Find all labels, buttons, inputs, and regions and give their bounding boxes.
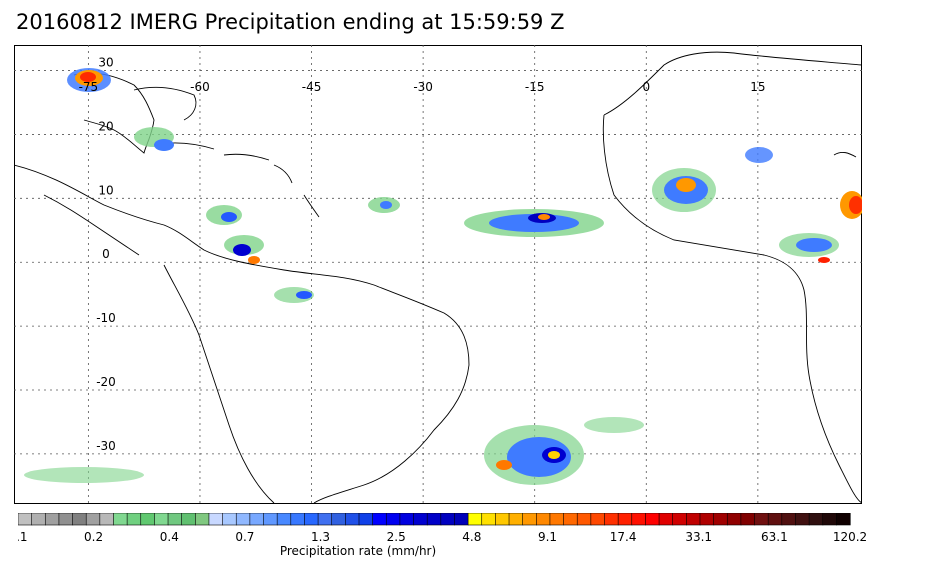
colorbar-swatch bbox=[440, 513, 456, 526]
colorbar-xlabel: Precipitation rate (mm/hr) bbox=[280, 544, 436, 558]
colorbar-swatch bbox=[304, 513, 319, 526]
lat-label: -30 bbox=[96, 439, 116, 453]
colorbar-swatch bbox=[385, 513, 401, 526]
colorbar-swatch bbox=[235, 513, 251, 526]
lat-label: 0 bbox=[102, 247, 110, 261]
colorbar-swatch bbox=[290, 513, 306, 526]
colorbar-swatch bbox=[426, 513, 442, 526]
colorbar-ticks: 0.1 0.2 0.4 0.7 1.3 2.5 4.8 9.1 17.4 33.1 63.1 120.… bbox=[18, 530, 867, 544]
coastlines bbox=[14, 51, 862, 504]
colorbar-swatch bbox=[726, 513, 742, 526]
precipitation-overlay bbox=[24, 68, 862, 485]
map-frame bbox=[14, 45, 862, 504]
colorbar-swatch bbox=[590, 513, 606, 526]
colorbar-swatch bbox=[508, 513, 524, 526]
colorbar-swatch bbox=[154, 513, 169, 526]
colorbar-swatch bbox=[686, 513, 701, 526]
precipitation-map: -75 -60 -45 -30 -15 0 15 30 20 10 0 -10 -20 -30 bbox=[14, 45, 862, 505]
colorbar-swatch bbox=[140, 513, 155, 526]
lon-label: 15 bbox=[750, 80, 765, 94]
lon-label: -30 bbox=[413, 80, 433, 94]
colorbar-swatch bbox=[699, 513, 715, 526]
colorbar-swatch bbox=[208, 513, 224, 526]
colorbar-swatch bbox=[85, 513, 101, 526]
lat-label: 30 bbox=[98, 56, 113, 70]
colorbar-tick-label: 1.3 bbox=[311, 530, 330, 544]
colorbar-tick-label: 17.4 bbox=[610, 530, 637, 544]
colorbar-tick-label: 33.1 bbox=[685, 530, 712, 544]
colorbar-swatch bbox=[99, 513, 115, 526]
colorbar-tick-label: 0.1 bbox=[18, 530, 28, 544]
colorbar-swatch bbox=[372, 513, 387, 526]
colorbar-swatch bbox=[631, 513, 647, 526]
colorbar-swatch bbox=[167, 513, 183, 526]
colorbar-swatch bbox=[781, 513, 797, 526]
colorbar-tick-label: 63.1 bbox=[761, 530, 788, 544]
colorbar-swatch bbox=[317, 513, 333, 526]
colorbar-swatch bbox=[617, 513, 633, 526]
colorbar-swatch bbox=[658, 513, 674, 526]
colorbar-swatch bbox=[249, 513, 265, 526]
colorbar-swatch bbox=[454, 513, 469, 526]
lon-label: -75 bbox=[79, 80, 99, 94]
colorbar-swatches bbox=[18, 513, 851, 526]
colorbar-swatch bbox=[754, 513, 769, 526]
colorbar-swatch bbox=[181, 513, 196, 526]
colorbar-swatch bbox=[331, 513, 346, 526]
colorbar-tick-label: 4.8 bbox=[462, 530, 481, 544]
colorbar-swatch bbox=[72, 513, 87, 526]
colorbar: 0.1 0.2 0.4 0.7 1.3 2.5 4.8 9.1 17.4 33.1 63.1 120.… bbox=[18, 513, 867, 558]
colorbar-swatch bbox=[263, 513, 278, 526]
colorbar-swatch bbox=[495, 513, 510, 526]
latitude-labels: 30 20 10 0 -10 -20 -30 bbox=[96, 56, 116, 453]
colorbar-swatch bbox=[822, 513, 837, 526]
colorbar-swatch bbox=[808, 513, 824, 526]
colorbar-swatch bbox=[276, 513, 292, 526]
lon-label: -60 bbox=[190, 80, 210, 94]
colorbar-swatch bbox=[31, 513, 46, 526]
lat-label: -20 bbox=[96, 375, 116, 389]
colorbar-swatch bbox=[113, 513, 128, 526]
colorbar-swatch bbox=[767, 513, 783, 526]
colorbar-swatch bbox=[18, 513, 33, 526]
colorbar-swatch bbox=[672, 513, 687, 526]
map-title: 20160812 IMERG Precipitation ending at 1… bbox=[16, 10, 565, 34]
colorbar-swatch bbox=[795, 513, 810, 526]
colorbar-tick-label: 0.7 bbox=[235, 530, 254, 544]
colorbar-swatch bbox=[358, 513, 374, 526]
colorbar-tick-label: 0.2 bbox=[84, 530, 103, 544]
colorbar-swatch bbox=[345, 513, 360, 526]
lat-label: -10 bbox=[96, 311, 116, 325]
colorbar-swatch bbox=[399, 513, 415, 526]
lon-label: 0 bbox=[642, 80, 650, 94]
lat-label: 20 bbox=[98, 119, 113, 133]
colorbar-tick-label: 120.2 bbox=[833, 530, 867, 544]
lat-label: 10 bbox=[98, 183, 113, 197]
colorbar-swatch bbox=[604, 513, 619, 526]
colorbar-swatch bbox=[836, 513, 851, 526]
colorbar-swatch bbox=[522, 513, 537, 526]
colorbar-swatch bbox=[549, 513, 565, 526]
colorbar-swatch bbox=[58, 513, 74, 526]
colorbar-swatch bbox=[481, 513, 496, 526]
colorbar-swatch bbox=[713, 513, 728, 526]
colorbar-swatch bbox=[195, 513, 210, 526]
colorbar-tick-label: 0.4 bbox=[160, 530, 179, 544]
colorbar-swatch bbox=[740, 513, 756, 526]
colorbar-swatch bbox=[535, 513, 551, 526]
colorbar-swatch bbox=[645, 513, 660, 526]
colorbar-swatch bbox=[44, 513, 60, 526]
colorbar-swatch bbox=[413, 513, 428, 526]
lon-label: -15 bbox=[525, 80, 545, 94]
colorbar-swatch bbox=[563, 513, 578, 526]
longitude-labels: -75 -60 -45 -30 -15 0 15 bbox=[79, 80, 766, 94]
colorbar-swatch bbox=[126, 513, 142, 526]
colorbar-swatch bbox=[467, 513, 483, 526]
colorbar-swatch bbox=[576, 513, 592, 526]
colorbar-tick-label: 2.5 bbox=[387, 530, 406, 544]
colorbar-swatch bbox=[222, 513, 237, 526]
lon-label: -45 bbox=[302, 80, 322, 94]
colorbar-tick-label: 9.1 bbox=[538, 530, 557, 544]
